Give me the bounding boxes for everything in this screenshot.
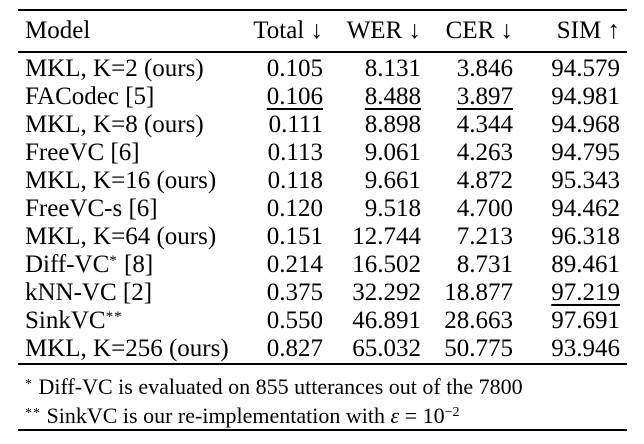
table-row: MKL, K=8 (ours) 0.111 8.898 4.344 94.968 bbox=[18, 111, 627, 139]
cell-sim: 94.462 bbox=[551, 195, 620, 222]
table-row: MKL, K=16 (ours) 0.118 9.661 4.872 95.34… bbox=[18, 167, 627, 195]
cell-cer: 8.731 bbox=[456, 251, 513, 278]
cell-model: MKL, K=2 (ours) bbox=[25, 55, 204, 82]
cell-sim: 94.795 bbox=[551, 139, 620, 166]
cell-cer: 3.846 bbox=[456, 55, 513, 82]
cell-sim: 94.968 bbox=[551, 111, 620, 138]
second-best-value: 8.488 bbox=[364, 83, 421, 110]
cell-total: 0.550 bbox=[266, 307, 323, 334]
cell-wer: 9.661 bbox=[364, 167, 421, 194]
cell-sim: 93.946 bbox=[551, 335, 620, 362]
cell-wer: 32.292 bbox=[352, 279, 421, 306]
cell-total: 0.375 bbox=[266, 279, 323, 306]
cell-total: 0.214 bbox=[266, 251, 323, 278]
cell-model: SinkVC** bbox=[18, 307, 248, 335]
cell-model: Diff-VC* [8] bbox=[18, 251, 248, 279]
second-best-value: 0.106 bbox=[266, 83, 323, 110]
table-row: SinkVC** 0.550 46.891 28.663 97.691 bbox=[18, 307, 627, 335]
col-header-total: Total ↓ bbox=[248, 11, 323, 53]
table-row: MKL, K=256 (ours) 0.827 65.032 50.775 93… bbox=[18, 335, 627, 363]
table-row: Diff-VC* [8] 0.214 16.502 8.731 89.461 bbox=[18, 251, 627, 279]
cell-cer: 3.897 bbox=[421, 83, 513, 111]
cell-model: FACodec [5] bbox=[25, 83, 155, 110]
table-row: MKL, K=64 (ours) 0.151 12.744 7.213 96.3… bbox=[18, 223, 627, 251]
table-row: FACodec [5] 0.106 8.488 3.897 94.981 bbox=[18, 83, 627, 111]
footnote-sinkvc: ** SinkVC is our re-implementation with … bbox=[25, 400, 627, 429]
equation-text: = 10 bbox=[399, 403, 445, 428]
cell-cer: 4.263 bbox=[456, 139, 513, 166]
cell-model: MKL, K=256 (ours) bbox=[25, 335, 229, 362]
cell-cer: 7.213 bbox=[456, 223, 513, 250]
footnote-marker-double-star: ** bbox=[25, 406, 41, 421]
cell-wer: 8.488 bbox=[323, 83, 421, 111]
cell-cer: 4.700 bbox=[456, 195, 513, 222]
table-footnotes: * Diff-VC is evaluated on 855 utterances… bbox=[18, 363, 627, 429]
footnote-text: SinkVC is our re-implementation with bbox=[46, 403, 391, 428]
header-row: Model Total ↓ WER ↓ CER ↓ SIM ↑ bbox=[18, 11, 627, 53]
cell-total: 0.118 bbox=[267, 167, 323, 194]
results-table: Model Total ↓ WER ↓ CER ↓ SIM ↑ MKL, K=2… bbox=[18, 11, 627, 363]
cell-sim: 94.579 bbox=[551, 55, 620, 82]
table-row: MKL, K=2 (ours) 0.105 8.131 3.846 94.579 bbox=[18, 52, 627, 83]
footnote-marker-double-star: ** bbox=[105, 309, 123, 325]
model-ref: [8] bbox=[117, 251, 154, 278]
cell-model: FreeVC-s [6] bbox=[25, 195, 158, 222]
cell-wer: 16.502 bbox=[352, 251, 421, 278]
cell-model: kNN-VC [2] bbox=[25, 279, 153, 306]
cell-model: FreeVC [6] bbox=[25, 139, 140, 166]
cell-total: 0.113 bbox=[267, 139, 323, 166]
cell-wer: 8.898 bbox=[364, 111, 421, 138]
cell-total: 0.105 bbox=[266, 55, 323, 82]
footnote-diff-vc: * Diff-VC is evaluated on 855 utterances… bbox=[25, 372, 627, 400]
cell-sim: 94.981 bbox=[551, 83, 620, 110]
model-name: SinkVC bbox=[25, 307, 106, 334]
table-row: FreeVC [6] 0.113 9.061 4.263 94.795 bbox=[18, 139, 627, 167]
cell-cer: 18.877 bbox=[444, 279, 513, 306]
cell-wer: 9.061 bbox=[364, 139, 421, 166]
cell-wer: 12.744 bbox=[352, 223, 421, 250]
col-header-sim: SIM ↑ bbox=[513, 11, 627, 53]
exponent-text: −2 bbox=[444, 405, 460, 420]
second-best-value: 97.219 bbox=[551, 279, 620, 306]
col-header-cer: CER ↓ bbox=[421, 11, 513, 53]
cell-wer: 46.891 bbox=[352, 307, 421, 334]
footnote-text: Diff-VC is evaluated on 855 utterances o… bbox=[38, 374, 523, 399]
cell-cer: 50.775 bbox=[444, 335, 513, 362]
footnote-marker-star: * bbox=[25, 377, 33, 392]
cell-total: 0.827 bbox=[266, 335, 323, 362]
cell-wer: 8.131 bbox=[364, 55, 421, 82]
model-name: Diff-VC bbox=[25, 251, 110, 278]
table-row: FreeVC-s [6] 0.120 9.518 4.700 94.462 bbox=[18, 195, 627, 223]
cell-sim: 96.318 bbox=[551, 223, 620, 250]
cell-wer: 9.518 bbox=[364, 195, 421, 222]
cell-sim: 97.691 bbox=[551, 307, 620, 334]
cell-total: 0.111 bbox=[268, 111, 323, 138]
cell-cer: 4.344 bbox=[456, 111, 513, 138]
footnote-marker-star: * bbox=[109, 253, 118, 269]
cell-model: MKL, K=16 (ours) bbox=[25, 167, 217, 194]
table-row: kNN-VC [2] 0.375 32.292 18.877 97.219 bbox=[18, 279, 627, 307]
cell-sim: 89.461 bbox=[551, 251, 620, 278]
cell-sim: 95.343 bbox=[551, 167, 620, 194]
cell-cer: 4.872 bbox=[456, 167, 513, 194]
cell-sim: 97.219 bbox=[513, 279, 627, 307]
cell-total: 0.151 bbox=[266, 223, 323, 250]
cell-total: 0.120 bbox=[266, 195, 323, 222]
cell-wer: 65.032 bbox=[352, 335, 421, 362]
col-header-wer: WER ↓ bbox=[323, 11, 421, 53]
epsilon-symbol: ε bbox=[390, 403, 400, 428]
cell-total: 0.106 bbox=[248, 83, 323, 111]
cell-model: MKL, K=8 (ours) bbox=[25, 111, 204, 138]
cell-cer: 28.663 bbox=[444, 307, 513, 334]
results-table-figure: Model Total ↓ WER ↓ CER ↓ SIM ↑ MKL, K=2… bbox=[18, 9, 627, 431]
col-header-model: Model bbox=[18, 11, 248, 53]
cell-model: MKL, K=64 (ours) bbox=[25, 223, 217, 250]
second-best-value: 3.897 bbox=[456, 83, 513, 110]
